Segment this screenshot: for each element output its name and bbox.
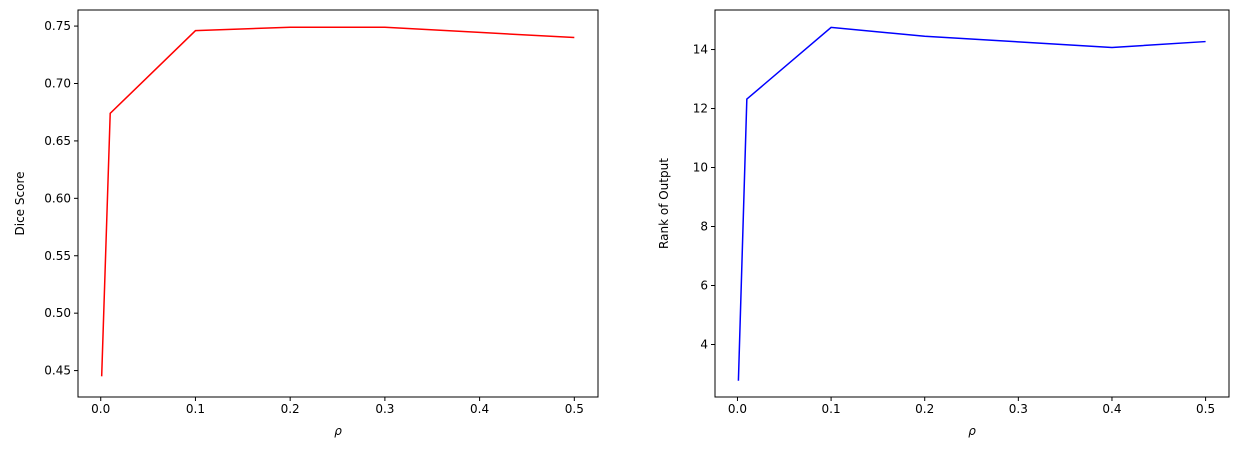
y-tick-label: 0.70 xyxy=(44,76,71,90)
x-tick-label: 0.4 xyxy=(1102,402,1121,416)
x-tick-label: 0.1 xyxy=(186,402,205,416)
y-tick-label: 0.75 xyxy=(44,19,71,33)
y-axis-label: Dice Score xyxy=(13,172,27,236)
x-tick-label: 0.5 xyxy=(1196,402,1215,416)
y-tick-label: 10 xyxy=(693,161,708,175)
y-tick-label: 0.65 xyxy=(44,134,71,148)
x-axis-label: ρ xyxy=(968,424,976,438)
y-tick-label: 14 xyxy=(693,43,708,57)
plot-frame xyxy=(77,9,599,398)
y-axis-label: Rank of Output xyxy=(657,158,671,249)
x-tick-label: 0.0 xyxy=(91,402,110,416)
x-tick-label: 0.4 xyxy=(470,402,489,416)
y-tick-label: 0.55 xyxy=(44,249,71,263)
y-tick-label: 12 xyxy=(693,102,708,116)
y-tick-label: 0.45 xyxy=(44,364,71,378)
data-line xyxy=(100,26,575,377)
data-line xyxy=(737,26,1206,381)
y-tick-label: 0.60 xyxy=(44,191,71,205)
x-tick-label: 0.1 xyxy=(822,402,841,416)
x-tick-label: 0.0 xyxy=(728,402,747,416)
x-tick-label: 0.3 xyxy=(375,402,394,416)
plot-frame xyxy=(714,9,1230,398)
y-tick-label: 0.50 xyxy=(44,306,71,320)
x-tick-label: 0.2 xyxy=(281,402,300,416)
x-axis-label: ρ xyxy=(334,424,342,438)
x-tick-label: 0.5 xyxy=(565,402,584,416)
x-tick-label: 0.3 xyxy=(1009,402,1028,416)
x-tick-label: 0.2 xyxy=(915,402,934,416)
y-tick-label: 4 xyxy=(700,337,708,351)
y-tick-label: 8 xyxy=(700,220,708,234)
y-tick-label: 6 xyxy=(700,279,708,293)
